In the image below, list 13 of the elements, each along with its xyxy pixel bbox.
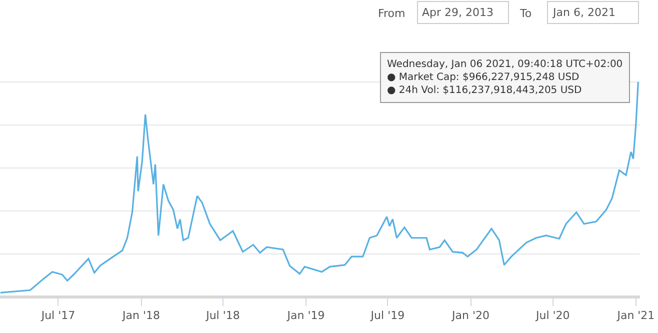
x-tick-label: Jan '19: [286, 309, 325, 322]
x-tick-label: Jul '18: [205, 309, 240, 322]
text: Apr 29, 2013: [422, 6, 494, 19]
text: From: [378, 7, 406, 20]
x-tick-label: Jan '21: [616, 309, 655, 322]
text: To: [519, 7, 532, 20]
x-tick-label: Jan '18: [122, 309, 160, 322]
x-tick-label: Jul '19: [370, 309, 405, 322]
x-tick-label: Jul '17: [40, 309, 76, 322]
text: Jan 6, 2021: [552, 6, 616, 19]
x-tick-label: Jan '20: [451, 309, 490, 322]
annotation: Wednesday, Jan 06 2021, 09:40:18 UTC+02:00 ● Market Cap: $966,227,915,248 USD ● 24h Vol: $116,237,918,443,205 USD: [387, 59, 623, 96]
x-tick-label: Jul '20: [534, 309, 570, 322]
